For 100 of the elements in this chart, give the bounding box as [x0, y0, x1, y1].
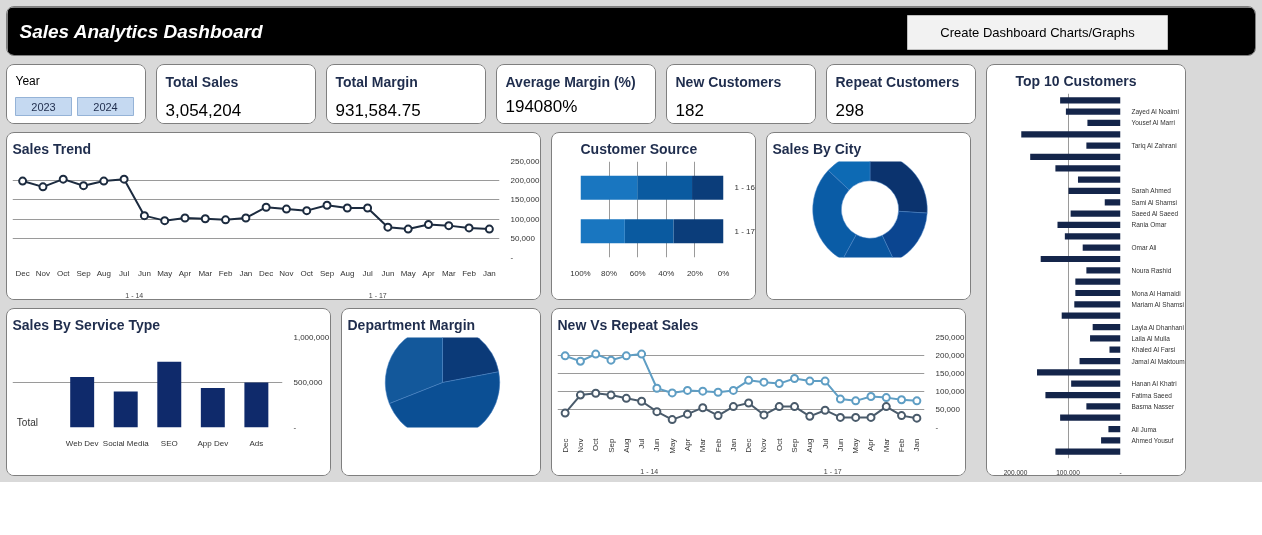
y-tick-label: 200,000: [935, 351, 965, 360]
x-tick-label: 0%: [717, 268, 730, 278]
point: [560, 408, 570, 418]
y-tick-label: 100,000: [935, 387, 965, 396]
bar: [200, 387, 225, 428]
chart-title: Customer Source: [580, 140, 698, 157]
bar: [244, 382, 269, 428]
x-tick-label: May: [157, 268, 173, 278]
bar: [1075, 289, 1121, 297]
point: [774, 379, 784, 389]
bar: [1087, 119, 1121, 127]
bar: [1075, 278, 1121, 285]
point: [667, 388, 677, 398]
text: Total Sales: [165, 73, 239, 90]
point: [403, 224, 413, 234]
y-tick-label: -: [935, 423, 939, 432]
point: [897, 411, 907, 421]
y-tick-label: 250,000: [935, 333, 965, 342]
x-tick-label: Jan: [239, 268, 253, 278]
x-tick-label: Feb: [462, 268, 477, 278]
point: [591, 349, 601, 359]
point: [713, 411, 723, 421]
text: 298: [835, 100, 864, 120]
chart-title: Sales By Service Type: [12, 316, 161, 333]
bar: [1040, 255, 1121, 263]
x-tick-label: 20%: [686, 268, 703, 278]
bar: [1064, 233, 1121, 240]
y-tick-label: 50,000: [935, 405, 961, 414]
point: [866, 412, 876, 422]
x-tick-label: Social Media: [102, 438, 150, 448]
text: Total: [16, 416, 38, 428]
chart-title: New Vs Repeat Sales: [557, 316, 699, 333]
bar: [1070, 210, 1121, 217]
bar: [1086, 142, 1121, 149]
point: [698, 386, 708, 396]
x-tick-label: Apr: [178, 268, 192, 278]
x-tick-label: Nov: [279, 268, 294, 278]
chart-title: Department Margin: [347, 316, 476, 333]
point: [805, 376, 815, 386]
x-tick-label: Web Dev: [65, 438, 99, 448]
bar: [1108, 425, 1121, 433]
y-tick-label: 150,000: [935, 369, 965, 378]
chart-title: Top 10 Customers: [1015, 72, 1137, 89]
x-tick-label: Jul: [118, 268, 130, 278]
point: [698, 403, 708, 413]
point: [881, 402, 891, 412]
bar: [1104, 199, 1121, 206]
x-tick-label: Jun: [137, 268, 151, 278]
bar: [624, 219, 674, 244]
text: 182: [675, 100, 704, 120]
bar: [1092, 323, 1121, 331]
y-tick-label: -: [510, 253, 514, 262]
text: Repeat Customers: [835, 73, 960, 90]
x-tick-label: May: [851, 438, 861, 454]
point: [728, 385, 738, 395]
point: [180, 213, 190, 223]
bar: [1068, 187, 1121, 195]
bar: [673, 219, 724, 244]
x-tick-label: Apr: [422, 268, 436, 278]
text: Average Margin (%): [505, 73, 636, 90]
point: [484, 224, 494, 234]
x-tick-label: Dec: [15, 268, 30, 278]
x-tick-label: Dec: [560, 438, 570, 453]
point: [774, 402, 784, 412]
point: [79, 181, 89, 191]
x-tick-label: SEO: [160, 438, 178, 448]
point: [790, 374, 800, 384]
text: New Customers: [675, 73, 782, 90]
bar: [1045, 391, 1121, 399]
y-tick-label: 1 - 16: [734, 183, 756, 193]
bar: [580, 219, 625, 244]
x-tick-label: Sep: [606, 437, 616, 453]
point: [652, 383, 662, 393]
y-tick-label: 500,000: [293, 378, 323, 387]
point: [575, 356, 585, 366]
bar: [70, 377, 95, 428]
point: [682, 409, 692, 419]
x-tick-label: Dec: [259, 268, 274, 278]
point: [851, 396, 861, 406]
bar: [692, 175, 724, 200]
point: [200, 214, 210, 224]
x-tick-label: Apr: [682, 438, 692, 451]
point: [383, 222, 393, 232]
point: [744, 375, 754, 385]
x-tick-label: Oct: [774, 437, 784, 451]
x-tick-label: Mar: [441, 268, 456, 278]
bar: [1021, 131, 1121, 138]
point: [820, 405, 830, 415]
bar: [1061, 312, 1121, 319]
text: 931,584.75: [335, 100, 421, 120]
point: [667, 415, 677, 425]
text: 194080%: [505, 96, 578, 116]
x-tick-label: Feb: [218, 268, 234, 278]
bar: [1082, 244, 1121, 251]
point: [281, 204, 291, 214]
point: [342, 203, 352, 213]
x-tick-label: Mar: [198, 268, 213, 278]
point: [560, 351, 570, 361]
y-tick-label: 50,000: [510, 233, 536, 243]
point: [591, 388, 601, 398]
